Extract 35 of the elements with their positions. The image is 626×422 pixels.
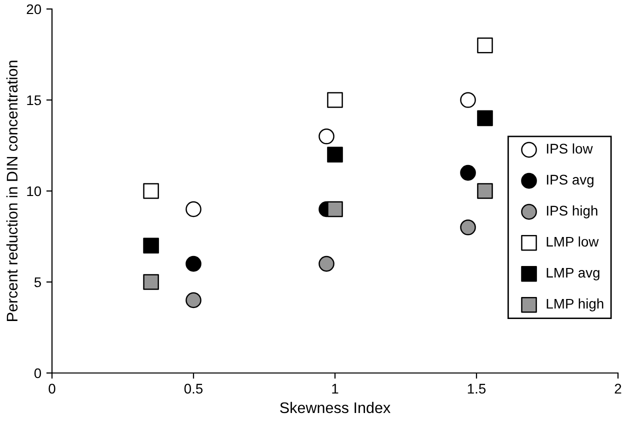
x-tick-label: 1.5 — [468, 384, 486, 394]
point — [186, 292, 202, 308]
y-tick-label: 5 — [34, 277, 41, 288]
x-tick-label: 0 — [48, 384, 56, 394]
x-tick-label: 1 — [332, 384, 338, 394]
point — [318, 128, 334, 144]
point — [460, 219, 476, 236]
y-tick-label: 15 — [27, 95, 42, 106]
x-tick-label: 2 — [614, 384, 622, 394]
legend-label: LMP low — [546, 236, 599, 247]
point — [143, 183, 159, 199]
y-tick-label: 10 — [27, 186, 42, 196]
point — [327, 146, 343, 163]
legend-label: IPS low — [546, 143, 593, 154]
legend-label: LMP avg — [546, 268, 600, 280]
point — [460, 164, 476, 181]
point — [327, 92, 343, 108]
point — [477, 183, 493, 199]
legend-label: IPS high — [546, 205, 598, 218]
x-axis-title: Skewness Index — [280, 402, 390, 414]
y-tick-label: 0 — [34, 368, 42, 378]
point — [318, 256, 334, 272]
y-tick-label: 20 — [26, 4, 42, 14]
point — [143, 238, 159, 254]
point — [477, 37, 493, 54]
x-tick-label: 0.5 — [184, 384, 203, 394]
point — [327, 201, 343, 218]
point — [186, 201, 202, 218]
point — [143, 274, 159, 290]
point — [477, 110, 493, 126]
y-axis-title: Percent reduction in DIN concentration — [6, 60, 18, 321]
point — [186, 256, 202, 272]
legend-label: IPS avg — [546, 174, 594, 188]
point — [460, 92, 476, 108]
legend-label: LMP high — [546, 298, 604, 312]
